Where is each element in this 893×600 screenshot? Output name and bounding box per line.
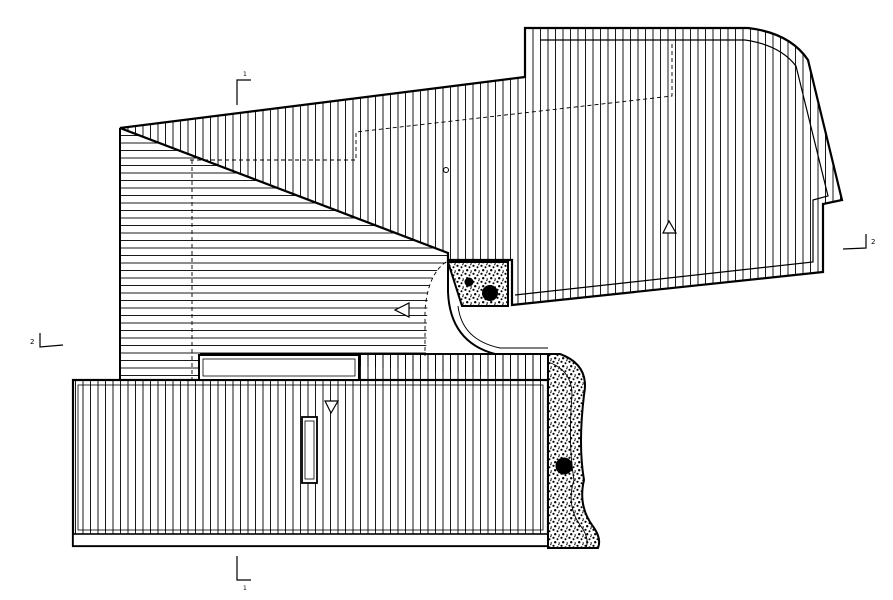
left-roof [119, 128, 448, 380]
curved-wall [447, 262, 548, 355]
svg-text:1: 1 [243, 585, 247, 592]
section-marker-top: 1 [236, 71, 251, 105]
slope-arrow-up-icon [662, 219, 678, 234]
svg-text:2: 2 [871, 238, 875, 246]
slope-arrow-down-icon [324, 400, 340, 415]
svg-text:1: 1 [243, 71, 247, 78]
tree-symbol-icon [555, 457, 573, 475]
upper-planter [446, 261, 509, 307]
section-marker-left: 2 [30, 333, 64, 348]
roof-edge-strip [72, 533, 549, 547]
drain-point-icon [443, 167, 449, 173]
lower-roof [71, 353, 550, 548]
section-marker-right: 2 [842, 234, 875, 250]
section-marker-bottom: 1 [236, 556, 251, 592]
tree-symbol-icon [464, 277, 474, 287]
svg-text:2: 2 [30, 338, 34, 346]
skylight-narrow [301, 416, 318, 484]
slope-arrow-left-icon [393, 302, 410, 318]
side-planter [547, 353, 601, 549]
tree-symbol-icon [482, 285, 498, 301]
